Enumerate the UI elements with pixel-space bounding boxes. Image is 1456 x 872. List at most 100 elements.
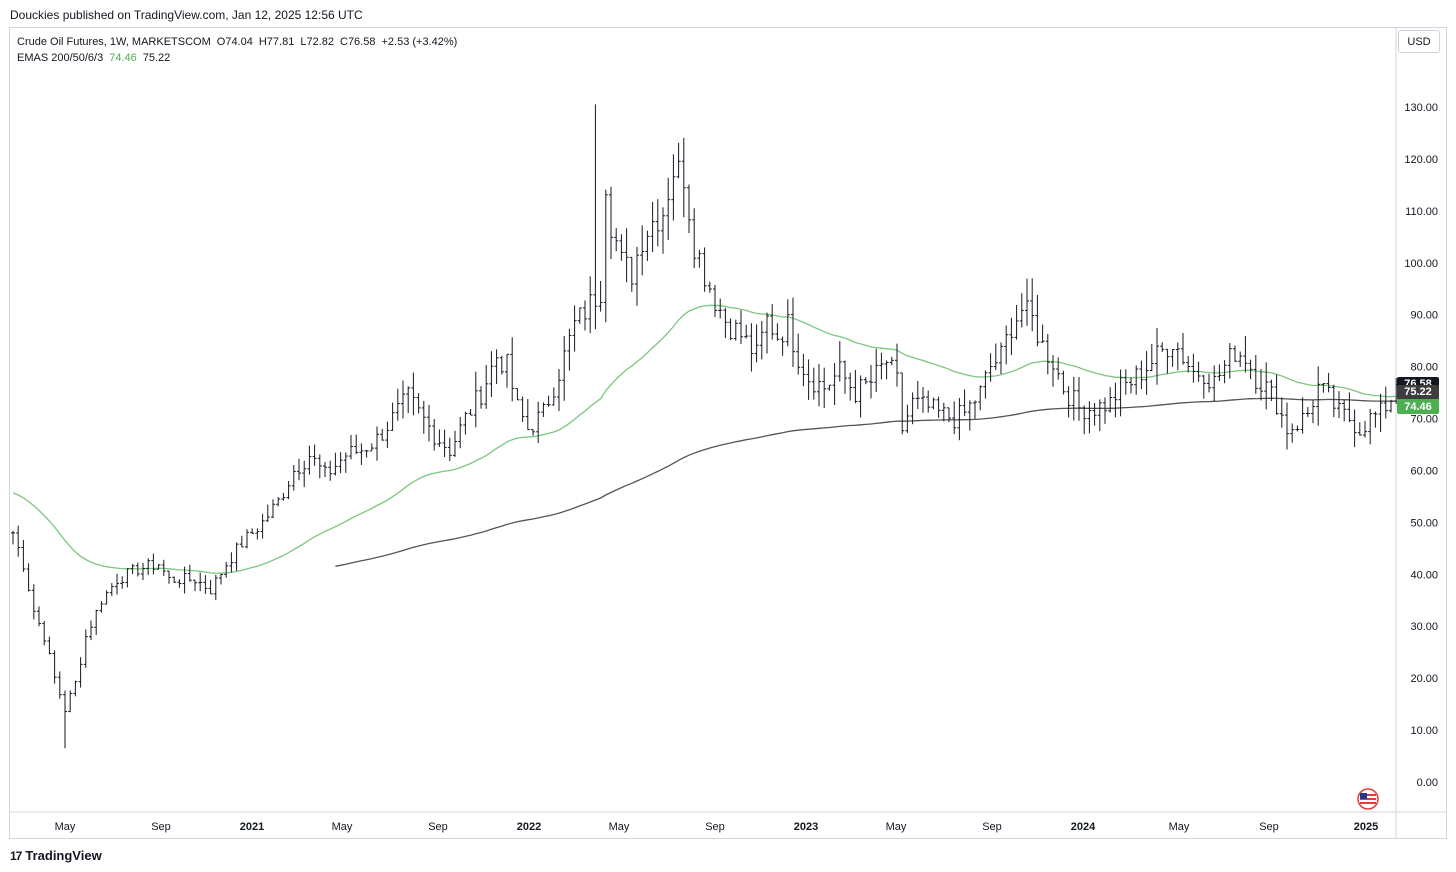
ema200-price-tag: 75.22 [1397, 384, 1439, 400]
ohlc-bar [733, 319, 738, 341]
ohlc-bar [219, 573, 223, 585]
ohlc-bar [598, 280, 603, 312]
ohlc-bar [723, 307, 728, 339]
ohlc-bar [1264, 362, 1269, 410]
ohlc-bar [1004, 325, 1009, 365]
ohlc-bar [94, 609, 99, 635]
ohlc-bar [1056, 357, 1061, 380]
ohlc-bar [884, 360, 889, 380]
ohlc-bar [931, 397, 936, 410]
tradingview-logo-icon: 17 [10, 848, 22, 863]
ohlc-bar [546, 395, 551, 407]
ohlc-bar [16, 525, 21, 557]
ohlc-bar [1025, 278, 1029, 326]
symbol-name: Crude Oil Futures, 1W, MARKETSCOM [17, 36, 211, 48]
ohlc-bar [437, 429, 442, 447]
publisher-attribution: Douckies published on TradingView.com, J… [10, 8, 363, 22]
us-flag-icon[interactable] [1355, 788, 1381, 810]
ohlc-bar [115, 573, 119, 595]
ohlc-bar [640, 225, 645, 276]
ohlc-bar [1118, 369, 1123, 417]
ohlc-bar [245, 529, 249, 549]
ohlc-bar [109, 583, 114, 597]
ohlc-bar [801, 353, 806, 387]
ohlc-bar [1233, 345, 1237, 362]
ohlc-bar [1285, 402, 1289, 450]
ohlc-bar [692, 208, 697, 269]
ohlc-bar [666, 177, 671, 241]
ohlc-bar [905, 404, 910, 433]
ohlc-bar [21, 539, 26, 572]
time-tick-label: Sep [705, 821, 725, 833]
ohlc-bar [1290, 423, 1295, 443]
time-tick-label: 2025 [1354, 821, 1378, 833]
ohlc-bar [1279, 397, 1284, 428]
symbol-row[interactable]: Crude Oil Futures, 1W, MARKETSCOM O74.04… [17, 34, 457, 50]
ema50-value: 74.46 [109, 52, 137, 64]
ohlc-bar [172, 576, 177, 584]
time-tick-label: 2023 [794, 821, 818, 833]
ohlc-bar [130, 564, 135, 575]
ohlc-bar [1134, 365, 1139, 395]
ohlc-bar [967, 400, 972, 431]
ohlc-bar [1227, 343, 1232, 379]
ohlc-bar [1175, 342, 1180, 371]
ohlc-bar [343, 452, 348, 473]
tradingview-brand[interactable]: 17 TradingView [10, 848, 102, 863]
ohlc-bar [921, 387, 925, 413]
ohlc-bar [557, 368, 561, 412]
ohlc-bar [416, 393, 421, 414]
time-tick-label: Sep [982, 821, 1002, 833]
ohlc-bar [895, 343, 899, 387]
indicator-row[interactable]: EMAS 200/50/6/3 74.46 75.22 [17, 50, 457, 66]
ohlc-bar [1061, 370, 1066, 395]
ohlc-bar [1144, 351, 1149, 395]
time-tick-label: Sep [151, 821, 171, 833]
ohlc-bar [213, 574, 218, 601]
time-tick-label: May [1169, 821, 1190, 833]
ohlc-bar [1149, 344, 1154, 372]
ohlc-bar [68, 690, 73, 713]
ohlc-bar [1352, 409, 1357, 448]
ohlc-bar [1378, 393, 1383, 433]
ema200-value: 75.22 [142, 52, 171, 64]
ohlc-bar [978, 385, 983, 411]
ohlc-bar [541, 402, 546, 417]
ohlc-bar [1305, 407, 1310, 418]
ohlc-bar [1207, 373, 1211, 393]
ohlc-bar [817, 364, 821, 407]
time-tick-label: May [609, 821, 630, 833]
ohlc-bar [941, 402, 946, 422]
price-tick-label: 110.00 [1405, 206, 1438, 218]
ohlc-bar [588, 276, 593, 334]
ohlc-bar [785, 299, 790, 347]
ohlc-bar [141, 562, 145, 581]
ohlc-bar [635, 246, 639, 306]
ohlc-bar [276, 497, 281, 507]
ohlc-bar [822, 367, 827, 409]
ohlc-bar [187, 564, 192, 582]
ohlc-bar [473, 371, 478, 428]
ohlc-bar [1222, 360, 1227, 384]
ohlc-bar [676, 142, 681, 179]
currency-button[interactable]: USD [1398, 30, 1440, 53]
ohlc-bar [863, 377, 868, 385]
time-tick-label: May [886, 821, 907, 833]
ohlc-bar [78, 657, 83, 688]
ohlc-bar [369, 443, 374, 452]
ohlc-bar [395, 388, 400, 421]
ohlc-bar [234, 542, 239, 571]
price-tick-label: 20.00 [1410, 673, 1438, 685]
ohlc-bar [432, 419, 437, 451]
ohlc-bar [718, 298, 723, 319]
ohlc-bar [1129, 377, 1133, 394]
price-tick-label: 120.00 [1404, 154, 1438, 166]
time-tick-label: 2024 [1071, 821, 1096, 833]
ohlc-bar [1092, 402, 1097, 426]
ohlc-bar [874, 348, 879, 393]
price-tick-label: 30.00 [1410, 621, 1438, 633]
ohlc-bar [1170, 349, 1175, 367]
ohlc-bar [889, 356, 894, 366]
ohlc-bar [583, 300, 587, 331]
